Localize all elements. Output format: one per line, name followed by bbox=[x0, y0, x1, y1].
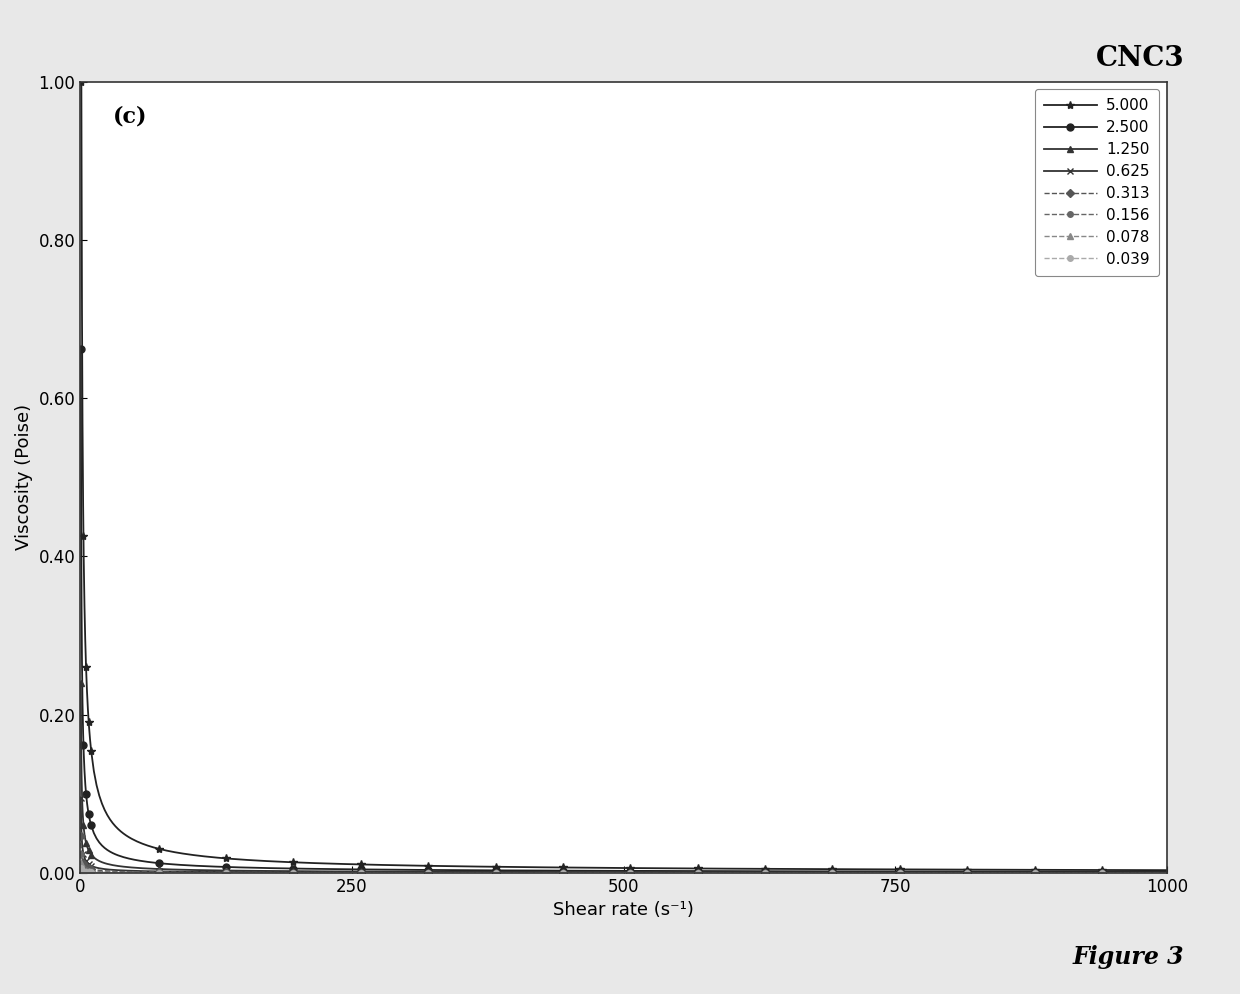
0.313 bbox=[916, 867, 931, 879]
2.500 bbox=[916, 866, 931, 878]
0.156 bbox=[542, 867, 557, 879]
0.156 bbox=[73, 848, 88, 860]
2.500 bbox=[1127, 866, 1142, 878]
Y-axis label: Viscosity (Poise): Viscosity (Poise) bbox=[15, 405, 33, 551]
2.500 bbox=[615, 865, 630, 877]
1.250 bbox=[73, 677, 88, 689]
Line: 0.625: 0.625 bbox=[77, 795, 1171, 877]
5.000 bbox=[1127, 864, 1142, 876]
0.625 bbox=[453, 867, 467, 879]
Line: 0.078: 0.078 bbox=[78, 860, 1169, 876]
5.000 bbox=[542, 862, 557, 874]
0.156 bbox=[1127, 867, 1142, 879]
0.313 bbox=[542, 867, 557, 879]
0.078 bbox=[461, 867, 476, 879]
Line: 0.313: 0.313 bbox=[78, 833, 1169, 876]
0.156 bbox=[453, 867, 467, 879]
0.313 bbox=[73, 830, 88, 842]
0.625 bbox=[615, 867, 630, 879]
0.156 bbox=[461, 867, 476, 879]
5.000 bbox=[615, 862, 630, 874]
5.000 bbox=[1159, 864, 1174, 876]
0.039 bbox=[1127, 867, 1142, 879]
0.039 bbox=[461, 867, 476, 879]
Text: CNC3: CNC3 bbox=[1096, 45, 1184, 72]
0.039 bbox=[1159, 867, 1174, 879]
0.625 bbox=[73, 792, 88, 804]
1.250 bbox=[1127, 867, 1142, 879]
Text: (c): (c) bbox=[113, 105, 148, 127]
5.000 bbox=[453, 861, 467, 873]
2.500 bbox=[542, 865, 557, 877]
0.625 bbox=[461, 867, 476, 879]
5.000 bbox=[461, 861, 476, 873]
2.500 bbox=[461, 864, 476, 876]
Line: 0.039: 0.039 bbox=[78, 865, 1169, 876]
2.500 bbox=[73, 344, 88, 356]
Line: 1.250: 1.250 bbox=[77, 679, 1171, 876]
Legend: 5.000, 2.500, 1.250, 0.625, 0.313, 0.156, 0.078, 0.039: 5.000, 2.500, 1.250, 0.625, 0.313, 0.156… bbox=[1034, 89, 1159, 275]
Line: 0.156: 0.156 bbox=[78, 852, 1169, 876]
0.625 bbox=[1159, 867, 1174, 879]
0.313 bbox=[453, 867, 467, 879]
1.250 bbox=[916, 867, 931, 879]
1.250 bbox=[453, 866, 467, 878]
0.313 bbox=[461, 867, 476, 879]
0.078 bbox=[542, 867, 557, 879]
X-axis label: Shear rate (s⁻¹): Shear rate (s⁻¹) bbox=[553, 902, 694, 919]
Text: Figure 3: Figure 3 bbox=[1073, 945, 1184, 969]
1.250 bbox=[615, 866, 630, 878]
0.078 bbox=[1127, 867, 1142, 879]
0.625 bbox=[916, 867, 931, 879]
2.500 bbox=[453, 864, 467, 876]
2.500 bbox=[1159, 866, 1174, 878]
0.156 bbox=[615, 867, 630, 879]
0.078 bbox=[1159, 867, 1174, 879]
0.039 bbox=[542, 867, 557, 879]
1.250 bbox=[542, 866, 557, 878]
0.313 bbox=[615, 867, 630, 879]
0.625 bbox=[542, 867, 557, 879]
0.625 bbox=[1127, 867, 1142, 879]
0.078 bbox=[916, 867, 931, 879]
0.039 bbox=[453, 867, 467, 879]
Line: 5.000: 5.000 bbox=[77, 78, 1171, 875]
1.250 bbox=[1159, 867, 1174, 879]
5.000 bbox=[73, 76, 88, 87]
0.078 bbox=[453, 867, 467, 879]
Line: 2.500: 2.500 bbox=[77, 346, 1171, 876]
1.250 bbox=[461, 866, 476, 878]
0.039 bbox=[916, 867, 931, 879]
0.039 bbox=[73, 862, 88, 874]
0.078 bbox=[615, 867, 630, 879]
0.039 bbox=[615, 867, 630, 879]
5.000 bbox=[916, 864, 931, 876]
0.313 bbox=[1159, 867, 1174, 879]
0.156 bbox=[1159, 867, 1174, 879]
0.078 bbox=[73, 857, 88, 869]
0.313 bbox=[1127, 867, 1142, 879]
0.156 bbox=[916, 867, 931, 879]
